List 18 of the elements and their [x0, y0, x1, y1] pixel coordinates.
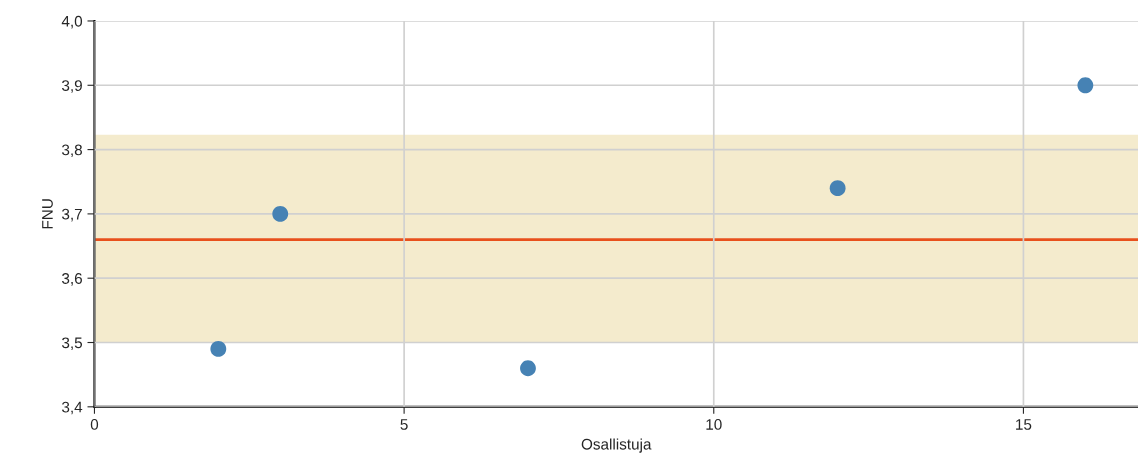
point: [829, 180, 846, 197]
point: [520, 360, 536, 377]
y-axis-title: FNU: [42, 199, 53, 229]
point: [272, 205, 289, 222]
x-tick-label: 5: [400, 419, 408, 430]
y-tick-label: 3,9: [61, 80, 82, 93]
y-tick-label: 3,6: [61, 273, 82, 286]
x-tick-label: 15: [1016, 419, 1032, 430]
y-tick-label: 4,0: [61, 15, 83, 29]
x-tick-label: 10: [706, 419, 722, 430]
point: [1077, 77, 1094, 94]
x-tick-label: 0: [90, 419, 99, 430]
y-tick-label: 3,7: [61, 208, 82, 222]
y-tick-label: 3,8: [61, 144, 82, 158]
y-tick-label: 3,5: [61, 337, 83, 350]
y-tick-label: 3,4: [61, 401, 83, 415]
point: [210, 341, 227, 357]
x-axis-title: Osallistuja: [581, 438, 652, 453]
